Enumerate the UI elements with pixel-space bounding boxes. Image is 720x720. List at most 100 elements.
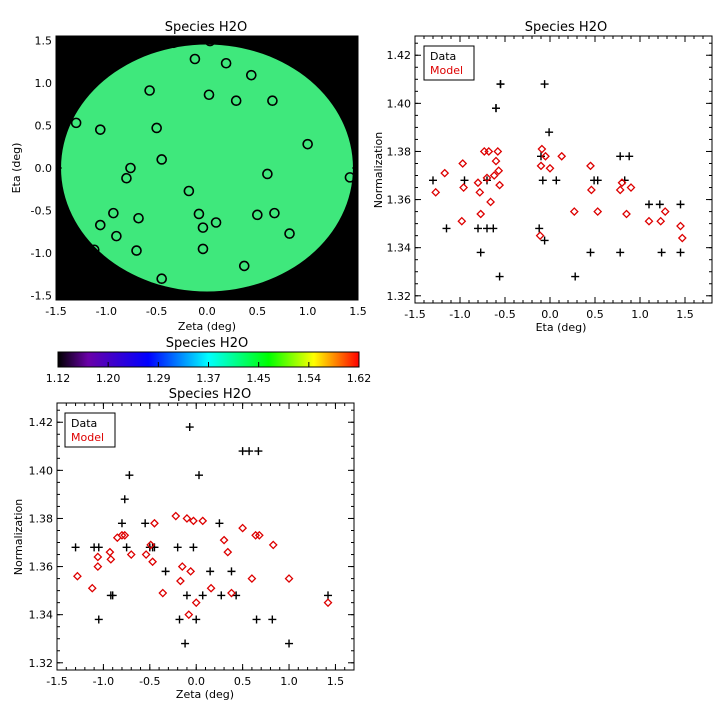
eta-scatter-data-point: [593, 176, 602, 185]
eta-scatter-model-point: [656, 216, 666, 226]
map-point-marker: [267, 95, 278, 107]
eta-scatter-xlabel: Eta (deg): [536, 321, 587, 334]
eta-scatter-panel: Species H2O -1.5 -1.0 -0.5 0.0 0.5 1.0 1.5 1.32…: [372, 20, 713, 334]
zeta-scatter-model-point: [176, 576, 185, 586]
zeta-scatter-model-point: [148, 557, 158, 567]
zeta-scatter-model-point: [247, 574, 257, 584]
zeta-scatter-data-point: [120, 495, 129, 504]
eta-scatter-model-point: [557, 151, 567, 161]
map-point-marker: [111, 230, 122, 242]
zeta-scatter-model-point: [182, 514, 192, 523]
zeta-scatter-ytick-label: 1.34: [29, 609, 54, 622]
zeta-scatter-model-point: [186, 566, 196, 576]
colorbar-tick-label: 1.45: [246, 372, 271, 385]
map-point-marker: [94, 219, 106, 231]
eta-scatter-data-point: [540, 236, 549, 245]
eta-scatter-xtick-label: 1.5: [676, 308, 694, 321]
map-point-marker: [262, 168, 273, 180]
map-xtick-label: -1.5: [45, 305, 66, 318]
eta-scatter-ytick-label: 1.34: [387, 242, 412, 255]
colorbar-tick-label: 1.37: [196, 372, 221, 385]
zeta-scatter-marks: [71, 423, 333, 648]
zeta-scatter-model-point: [106, 554, 116, 564]
map-ytick-label: -0.5: [31, 205, 52, 218]
eta-scatter-model-point: [486, 197, 496, 207]
eta-scatter-data-point: [616, 248, 625, 257]
map-point-marker: [70, 117, 82, 129]
zeta-scatter-model-point: [126, 550, 136, 559]
zeta-scatter-data-point: [217, 591, 226, 600]
zeta-scatter-model-point: [219, 535, 229, 545]
eta-scatter-legend: Data Model: [423, 45, 475, 81]
zeta-scatter-model-point: [251, 530, 261, 540]
eta-scatter-model-point: [491, 156, 501, 166]
eta-scatter-data-point: [538, 176, 547, 185]
eta-scatter-data-point: [571, 272, 580, 281]
eta-scatter-data-point: [537, 152, 545, 161]
eta-scatter-model-point: [586, 161, 595, 171]
map-panel: Species H2O -1.5 -1.0 -0.5 0.0 0.5 1.0 1.5-1.5…: [10, 20, 367, 333]
eta-scatter-model-point: [545, 163, 555, 173]
eta-scatter-data-point: [645, 200, 653, 209]
eta-scatter-model-point: [458, 159, 468, 168]
map-point-marker: [88, 244, 100, 256]
zeta-scatter-model-point: [238, 523, 248, 533]
zeta-scatter-title: Species H2O: [169, 387, 251, 402]
zeta-scatter-ytick-label: 1.38: [29, 512, 54, 525]
zeta-scatter-data-point: [161, 567, 170, 576]
colorbar-tick-label: 1.12: [46, 372, 71, 385]
zeta-scatter-axes: -1.5 -1.0 -0.5 0.0 0.5 1.0 1.5 1.32 1.34 1.36 1.38…: [29, 403, 355, 688]
eta-scatter-data-point: [489, 224, 498, 233]
eta-scatter-model-point: [484, 147, 494, 156]
eta-scatter-model-point: [489, 171, 499, 180]
legend-data-label: Data: [71, 417, 97, 430]
eta-scatter-model-point: [537, 144, 547, 154]
eta-scatter-ytick-label: 1.36: [387, 194, 412, 207]
eta-scatter-title: Species H2O: [525, 20, 607, 35]
legend-box: [423, 45, 475, 81]
eta-scatter-model-point: [586, 185, 596, 195]
zeta-scatter-data-point: [71, 543, 80, 552]
zeta-scatter-data-point: [185, 423, 194, 432]
map-title: Species H2O: [165, 20, 247, 35]
eta-scatter-model-point: [495, 180, 505, 190]
zeta-scatter-panel: Species H2O -1.5 -1.0 -0.5 0.0 0.5 1.0 1.5 1.32…: [12, 387, 355, 701]
map-point-marker: [204, 35, 216, 47]
eta-scatter-ytick-label: 1.38: [387, 145, 412, 158]
eta-scatter-xtick-label: 0.5: [586, 308, 604, 321]
zeta-scatter-legend: Data Model: [64, 412, 116, 448]
zeta-scatter-model-point: [191, 598, 201, 608]
map-ytick-label: 0.0: [35, 162, 53, 175]
map-ytick-label: 1.5: [35, 34, 53, 47]
map-point-marker: [189, 53, 201, 65]
eta-scatter-model-point: [431, 187, 441, 197]
eta-scatter-xtick-label: 0.0: [541, 308, 559, 321]
zeta-scatter-model-point: [105, 547, 115, 557]
eta-scatter-data-point: [460, 176, 469, 185]
eta-scatter-model-point: [473, 178, 483, 188]
zeta-scatter-model-point: [112, 533, 122, 543]
map-ytick-label: -1.0: [31, 247, 52, 260]
zeta-scatter-data-point: [181, 639, 190, 648]
eta-scatter-data-point: [495, 272, 504, 281]
zeta-scatter-data-point: [245, 447, 254, 456]
eta-scatter-data-point: [616, 152, 625, 161]
eta-scatter-xtick-label: -1.5: [404, 308, 425, 321]
legend-model-label: Model: [430, 64, 463, 77]
map-point-marker: [131, 245, 142, 256]
eta-scatter-data-point: [655, 200, 664, 209]
eta-scatter-data-point: [676, 200, 685, 209]
map-ytick-label: 1.0: [35, 77, 53, 90]
zeta-scatter-data-point: [173, 543, 182, 552]
zeta-scatter-model-point: [189, 516, 198, 526]
zeta-scatter-xtick-label: 1.5: [327, 675, 345, 688]
eta-scatter-model-point: [475, 187, 485, 197]
zeta-scatter-ytick-label: 1.42: [29, 416, 54, 429]
eta-scatter-data-point: [476, 248, 485, 257]
zeta-scatter-data-point: [192, 615, 201, 624]
map-point-marker: [156, 273, 167, 285]
legend-data-label: Data: [430, 50, 456, 63]
eta-scatter-data-point: [586, 248, 595, 257]
map-point-marker: [125, 162, 136, 174]
zeta-scatter-data-point: [117, 519, 126, 528]
